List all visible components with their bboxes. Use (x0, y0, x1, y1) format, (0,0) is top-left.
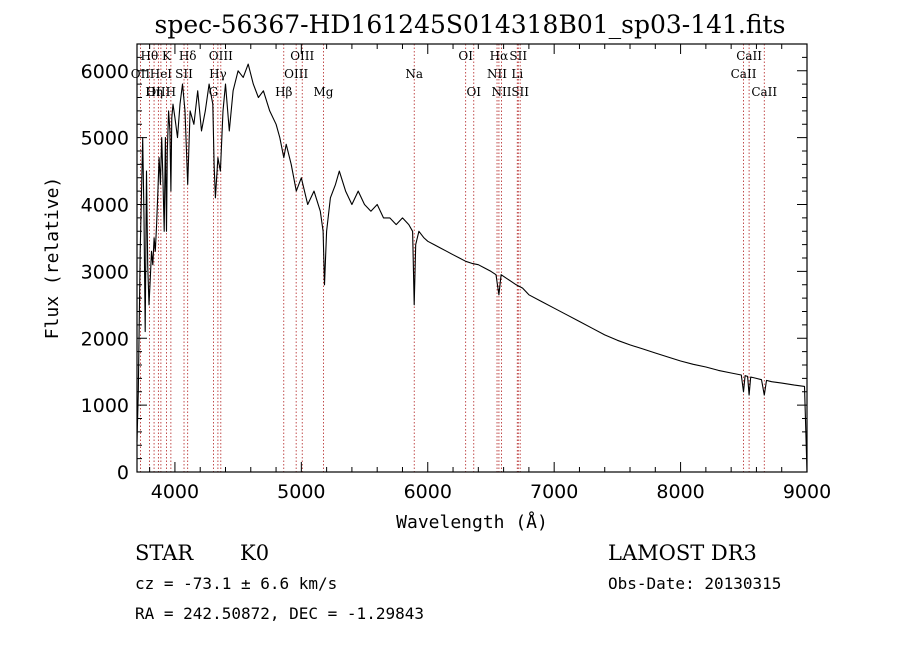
spectral-line-label: Hγ (209, 67, 227, 81)
spectral-line-label: OI (458, 49, 473, 63)
survey-name: LAMOST DR3 (608, 541, 757, 565)
x-axis-ticks: 4000 5000 6000 7000 8000 9000 (149, 44, 831, 503)
spectral-line-label: SII (511, 85, 529, 99)
y-tick-label: 5000 (81, 128, 129, 150)
coordinates-readout: RA = 242.50872, DEC = -1.29843 (135, 604, 424, 623)
spectral-line-label: K (162, 49, 172, 63)
x-axis-label: Wavelength (Å) (396, 511, 548, 533)
spectral-line-label: HeI (150, 67, 173, 81)
y-tick-label: 3000 (81, 261, 129, 283)
object-subclass: K0 (240, 541, 269, 565)
spectral-line-label: Mg (313, 85, 333, 99)
spectral-line-label: Hβ (275, 85, 292, 99)
spectral-line-label: Li (511, 67, 523, 81)
spectral-line-label: OIII (284, 67, 308, 81)
spectral-line-label: NII (487, 67, 507, 81)
y-tick-label: 4000 (81, 195, 129, 217)
plot-frame (136, 43, 808, 473)
x-tick-label: 6000 (404, 481, 452, 503)
spectral-line-label: CaII (731, 67, 757, 81)
y-tick-label: 0 (117, 462, 129, 484)
x-tick-label: 8000 (656, 481, 704, 503)
spectrum-line (136, 63, 808, 473)
spectral-line-label: SII (175, 67, 193, 81)
y-tick-label: 6000 (81, 61, 129, 83)
spectral-line-markers (140, 44, 765, 472)
y-axis-label: Flux (relative) (42, 177, 63, 340)
spectral-line-label: CaII (751, 85, 777, 99)
spectral-line-label: Hθ (141, 49, 159, 63)
series-layer (136, 63, 808, 473)
spectral-line-label: OI (466, 85, 481, 99)
spectral-line-label: OIII (146, 85, 170, 99)
x-tick-label: 4000 (151, 481, 199, 503)
spectral-line-label: H (166, 85, 176, 99)
spectral-line-label: NII (491, 85, 511, 99)
spectral-line-label: CaII (736, 49, 762, 63)
spectral-line-label: Na (405, 67, 423, 81)
spectral-line-label: Hδ (179, 49, 197, 63)
x-tick-label: 9000 (783, 481, 831, 503)
spectral-line-label: Hα (490, 49, 509, 63)
spectral-line-label: OIII (290, 49, 314, 63)
x-tick-label: 5000 (277, 481, 325, 503)
y-axis-ticks: 0 1000 2000 3000 4000 5000 6000 (81, 43, 807, 484)
spectral-line-label: OII (131, 67, 151, 81)
spectral-line-label: SII (509, 49, 527, 63)
y-tick-label: 1000 (81, 395, 129, 417)
obs-date: Obs-Date: 20130315 (608, 574, 781, 593)
chart-title: spec-56367-HD161245S014318B01_sp03-141.f… (155, 10, 786, 39)
x-tick-label: 7000 (530, 481, 578, 503)
spectral-line-label: Hη (145, 85, 163, 99)
object-class: STAR (135, 541, 194, 565)
spectral-line-label: OIII (209, 49, 233, 63)
redshift-readout: cz = -73.1 ± 6.6 km/s (135, 574, 337, 593)
spectral-line-label: G (209, 85, 219, 99)
y-tick-label: 2000 (81, 328, 129, 350)
